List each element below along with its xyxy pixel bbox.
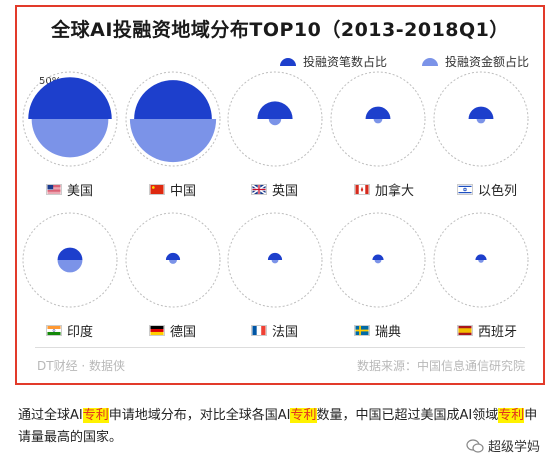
caption-part: 申请地域分布，对比全球各国AI: [108, 408, 291, 423]
caption-part: 数量，中国已超过美国成AI领域: [316, 408, 499, 423]
legend-swatch-amount: [422, 57, 438, 66]
count-share-semicircle: [468, 106, 494, 119]
country-label: 瑞典: [354, 321, 401, 340]
us-flag-icon: [46, 184, 62, 195]
ca-flag-icon: [354, 184, 370, 195]
country-name: 英国: [272, 184, 299, 199]
country-name: 西班牙: [478, 325, 518, 340]
footer-credit: DT财经 · 数据侠: [37, 359, 126, 373]
reference-ring: [125, 212, 221, 308]
legend-item-count: 投融资笔数占比: [279, 53, 387, 70]
reference-ring: [433, 212, 529, 308]
count-share-semicircle: [365, 106, 391, 119]
cn-flag-icon: [149, 184, 165, 195]
amount-share-semicircle: [374, 260, 382, 264]
legend-item-amount: 投融资金额占比: [421, 53, 529, 70]
count-share-semicircle: [372, 254, 384, 260]
fr-flag-icon: [251, 325, 267, 336]
il-flag-icon: [457, 184, 473, 195]
chart-frame: 全球AI投融资地域分布TOP10（2013-2018Q1） 投融资笔数占比 投融…: [15, 5, 545, 385]
footer-divider: [35, 347, 525, 348]
reference-ring: [433, 71, 529, 167]
amount-share-semicircle: [271, 260, 279, 264]
legend-label-amount: 投融资金额占比: [445, 55, 530, 69]
country-label: 西班牙: [457, 321, 517, 340]
country-name: 法国: [272, 325, 299, 340]
country-name: 美国: [67, 184, 94, 199]
country-label: 美国: [46, 180, 93, 199]
country-label: 德国: [149, 321, 196, 340]
de-flag-icon: [149, 325, 165, 336]
reference-ring: [330, 212, 426, 308]
caption-text: 通过全球AI专利申请地域分布，对比全球各国AI专利数量，中国已超过美国成AI领域…: [18, 405, 540, 449]
legend-swatch-count: [280, 57, 296, 66]
footer-source: 数据来源：中国信息通信研究院: [356, 359, 525, 373]
scale-label: 50%: [39, 76, 62, 87]
country-name: 加拿大: [375, 184, 415, 199]
es-flag-icon: [457, 325, 473, 336]
amount-share-semicircle: [476, 119, 486, 124]
count-share-semicircle: [134, 80, 212, 119]
count-share-semicircle: [28, 77, 112, 119]
reference-ring: [227, 71, 323, 167]
count-share-semicircle: [257, 101, 293, 119]
amount-share-semicircle: [169, 260, 177, 264]
count-share-semicircle: [165, 252, 181, 260]
reference-ring: [125, 71, 221, 167]
reference-ring: [227, 212, 323, 308]
brand-name: 超级学妈: [487, 440, 540, 455]
count-share-semicircle: [475, 254, 487, 260]
country-name: 中国: [170, 184, 197, 199]
country-label: 加拿大: [354, 180, 414, 199]
amount-share-semicircle: [268, 119, 282, 126]
chart-title: 全球AI投融资地域分布TOP10（2013-2018Q1）: [51, 19, 509, 41]
amount-share-semicircle: [57, 260, 83, 273]
caption-highlight: 专利: [82, 408, 109, 423]
count-share-semicircle: [267, 252, 283, 260]
reference-ring: [22, 71, 118, 167]
country-label: 以色列: [457, 180, 517, 199]
wechat-icon: [466, 438, 484, 453]
chart-plot: [22, 71, 529, 308]
amount-share-semicircle: [31, 119, 109, 158]
country-label: 法国: [251, 321, 298, 340]
country-label: 印度: [46, 321, 93, 340]
caption-part: 申请量最高的国家。: [18, 408, 538, 445]
country-name: 德国: [170, 325, 197, 340]
country-label: 英国: [251, 180, 298, 199]
country-name: 印度: [67, 325, 94, 340]
reference-ring: [22, 212, 118, 308]
amount-share-semicircle: [478, 260, 484, 263]
amount-share-semicircle: [129, 119, 217, 163]
caption-highlight: 专利: [290, 408, 317, 423]
caption-highlight: 专利: [498, 408, 525, 423]
amount-share-semicircle: [373, 119, 383, 124]
caption-part: 通过全球AI: [18, 408, 83, 423]
uk-flag-icon: [251, 184, 267, 195]
country-label: 中国: [149, 180, 196, 199]
count-share-semicircle: [57, 247, 83, 260]
country-name: 瑞典: [375, 325, 402, 340]
country-name: 以色列: [478, 184, 518, 199]
reference-ring: [330, 71, 426, 167]
legend-label-count: 投融资笔数占比: [303, 55, 388, 69]
in-flag-icon: [46, 325, 62, 336]
brand-watermark: 超级学妈: [461, 436, 540, 455]
se-flag-icon: [354, 325, 370, 336]
